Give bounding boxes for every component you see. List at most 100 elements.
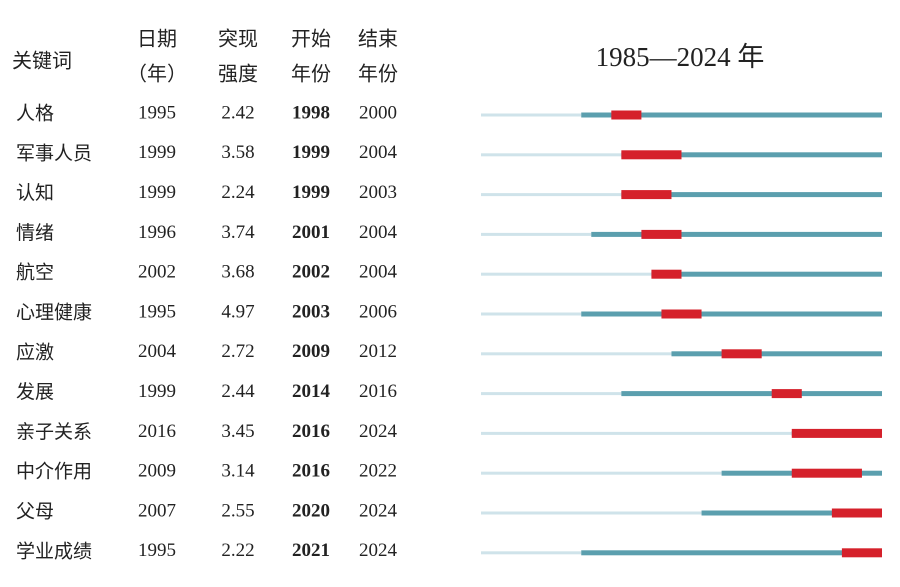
pre-appearance-bar	[481, 551, 582, 555]
keyword: 亲子关系	[16, 421, 92, 443]
pre-appearance-bar	[481, 511, 702, 515]
begin: 2016	[292, 421, 330, 442]
begin: 2002	[292, 262, 330, 283]
end: 2024	[359, 500, 398, 521]
keyword: 人格	[16, 103, 54, 125]
strength: 3.68	[221, 262, 254, 283]
burst-bar	[791, 468, 862, 478]
begin: 1999	[292, 142, 330, 163]
year: 2009	[138, 461, 176, 482]
keyword: 情绪	[16, 222, 54, 244]
strength: 2.55	[221, 500, 254, 521]
year: 2004	[138, 341, 177, 362]
burst-bar	[791, 428, 882, 438]
burst-bar	[721, 349, 762, 359]
burst-bar	[661, 309, 702, 319]
year: 2002	[138, 262, 176, 283]
pre-appearance-bar	[481, 431, 792, 435]
pre-appearance-bar	[481, 471, 722, 475]
end: 2016	[359, 381, 397, 402]
active-bar	[581, 550, 882, 556]
active-bar	[651, 271, 882, 277]
end: 2004	[359, 262, 398, 283]
end: 2004	[359, 222, 398, 243]
column-header: 关键词	[12, 49, 72, 73]
keyword: 学业成绩	[16, 540, 92, 562]
begin: 2021	[292, 540, 330, 561]
begin: 2001	[292, 222, 330, 243]
title-end: 2024	[677, 42, 732, 72]
keyword: 航空	[16, 262, 54, 284]
active-bar	[701, 510, 882, 516]
burst-bar	[651, 269, 682, 279]
year: 2007	[138, 500, 176, 521]
year: 2016	[138, 421, 176, 442]
year: 1995	[138, 540, 176, 561]
end: 2024	[359, 421, 398, 442]
column-header: （年）	[127, 62, 187, 86]
burst-bar	[641, 229, 682, 239]
begin: 2020	[292, 500, 330, 521]
keyword: 发展	[16, 381, 54, 403]
end: 2024	[359, 540, 398, 561]
burst-bar	[841, 548, 882, 558]
title-start: 1985	[596, 42, 650, 72]
end: 2004	[359, 142, 398, 163]
begin: 2016	[292, 461, 330, 482]
year: 1999	[138, 142, 176, 163]
pre-appearance-bar	[481, 232, 592, 236]
keyword: 军事人员	[16, 142, 92, 164]
year: 1996	[138, 222, 176, 243]
end: 2022	[359, 461, 397, 482]
begin: 2003	[292, 301, 330, 322]
active-bar	[581, 112, 882, 118]
strength: 2.42	[221, 102, 254, 123]
year: 1995	[138, 301, 176, 322]
year: 1999	[138, 381, 176, 402]
burst-bar	[771, 389, 802, 399]
column-header: 年份	[358, 62, 398, 86]
timeline-title: 1985—2024 年	[596, 42, 765, 72]
end: 2012	[359, 341, 397, 362]
end: 2006	[359, 301, 397, 322]
strength: 3.58	[221, 142, 254, 163]
keyword: 应激	[16, 341, 54, 363]
keyword: 父母	[16, 501, 54, 523]
strength: 2.72	[221, 341, 254, 362]
column-header: 日期	[137, 27, 177, 51]
column-header: 开始	[291, 27, 331, 51]
keyword: 中介作用	[16, 461, 92, 483]
pre-appearance-bar	[481, 153, 622, 157]
keyword: 心理健康	[16, 302, 92, 324]
burst-bar	[831, 508, 882, 518]
column-header: 结束	[358, 27, 398, 51]
strength: 2.22	[221, 540, 254, 561]
strength: 3.14	[221, 461, 255, 482]
title-separator: —	[649, 42, 678, 72]
end: 2003	[359, 182, 397, 203]
active-bar	[581, 311, 882, 317]
year: 1995	[138, 102, 176, 123]
end: 2000	[359, 102, 397, 123]
year: 1999	[138, 182, 176, 203]
active-bar	[591, 231, 882, 237]
active-bar	[621, 391, 882, 397]
begin: 2009	[292, 341, 330, 362]
column-header: 年份	[291, 62, 331, 86]
pre-appearance-bar	[481, 272, 652, 276]
strength: 3.74	[221, 222, 255, 243]
begin: 2014	[292, 381, 331, 402]
begin: 1998	[292, 102, 330, 123]
title-unit: 年	[731, 42, 765, 72]
burst-bar	[621, 190, 672, 200]
active-bar	[671, 351, 882, 357]
burst-bar	[621, 150, 682, 160]
active-bar	[621, 192, 882, 198]
strength: 3.45	[221, 421, 254, 442]
strength: 4.97	[221, 301, 254, 322]
column-header: 突现	[218, 27, 258, 51]
burst-bar	[611, 110, 642, 120]
pre-appearance-bar	[481, 193, 622, 197]
keyword: 认知	[16, 182, 54, 204]
